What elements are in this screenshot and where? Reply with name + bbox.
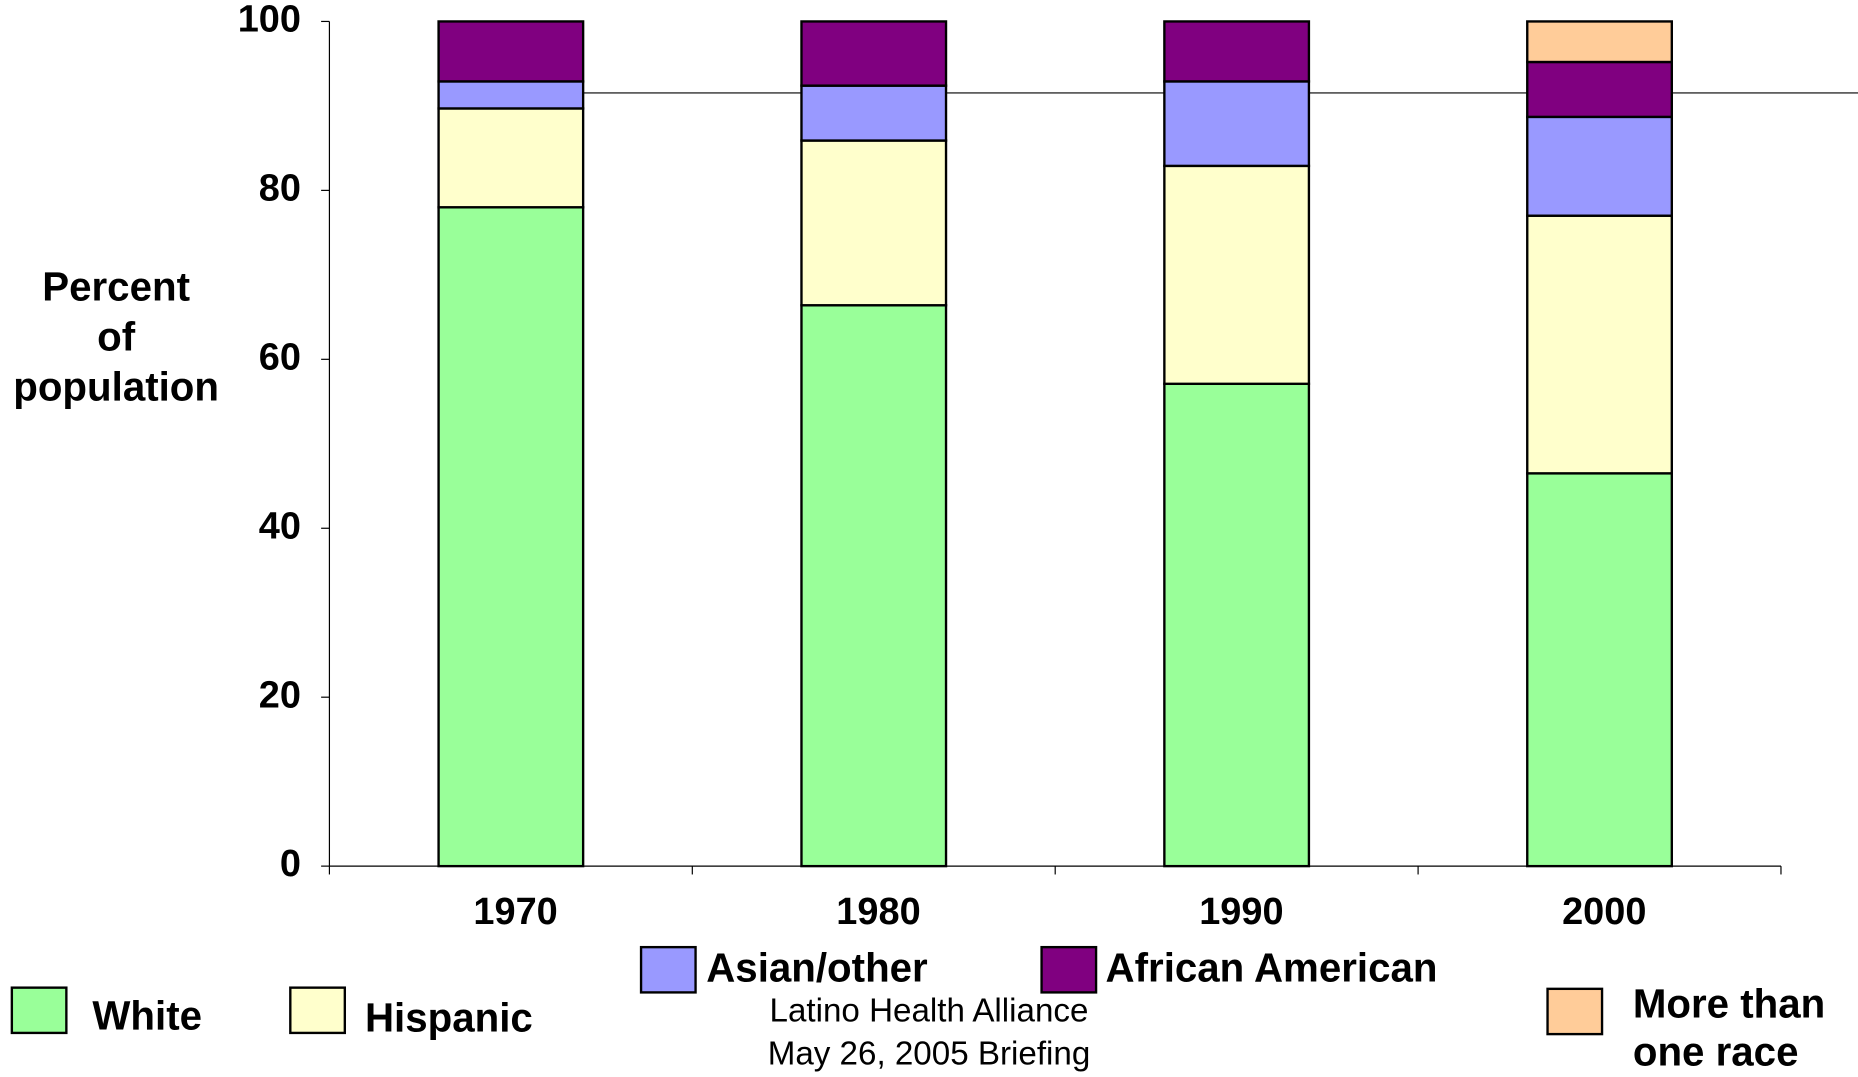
label-line: one race (1633, 1028, 1799, 1074)
y-tick-label: 60 (259, 336, 301, 378)
bar-segment (1526, 20, 1673, 64)
legend-swatch (1546, 987, 1604, 1036)
bar-segment (1163, 20, 1311, 83)
bar-segment (437, 20, 585, 83)
bar-segment (1526, 472, 1673, 868)
bar-segment (800, 20, 948, 87)
legend-swatch (10, 986, 68, 1035)
y-tick-label: 0 (280, 843, 301, 885)
y-tick-label: 80 (259, 167, 301, 209)
bar-segment (437, 206, 585, 868)
y-tick-label: 40 (259, 505, 301, 547)
bar-segment (1163, 382, 1311, 868)
bar-segment (437, 107, 585, 209)
x-tick-label: 1980 (836, 891, 920, 933)
legend-swatch (289, 986, 347, 1035)
bar-segment (800, 304, 948, 868)
label-line: population (13, 363, 219, 409)
legend-label: More than one race (1633, 980, 1825, 1074)
y-tick-label: 100 (238, 0, 301, 41)
bar-segment (1163, 164, 1311, 386)
y-axis-label: Percent of population (13, 263, 219, 409)
label-line: of (97, 313, 136, 359)
x-tick-label: 2000 (1562, 891, 1646, 933)
legend-label: Hispanic (365, 995, 533, 1041)
bar-segment (1163, 80, 1311, 168)
bar-segment (800, 139, 948, 307)
annotation: Latino Health Alliance (770, 992, 1089, 1029)
bar-segment (437, 80, 585, 110)
legend-label: Asian/other (706, 945, 928, 991)
bar-segment (1526, 214, 1673, 475)
bar-segment (800, 84, 948, 142)
annotation: May 26, 2005 Briefing (768, 1035, 1091, 1072)
legend-swatch (1040, 945, 1098, 994)
legend-swatch (639, 945, 697, 994)
bar-segment (1526, 60, 1673, 119)
legend-label: White (92, 992, 202, 1038)
label-line: More than (1633, 980, 1825, 1026)
x-tick-label: 1970 (473, 891, 557, 933)
legend-label: African American (1106, 945, 1438, 991)
label-line: Percent (42, 263, 190, 309)
x-tick-label: 1990 (1199, 891, 1283, 933)
bar-segment (1526, 115, 1673, 217)
y-tick-label: 20 (259, 674, 301, 716)
